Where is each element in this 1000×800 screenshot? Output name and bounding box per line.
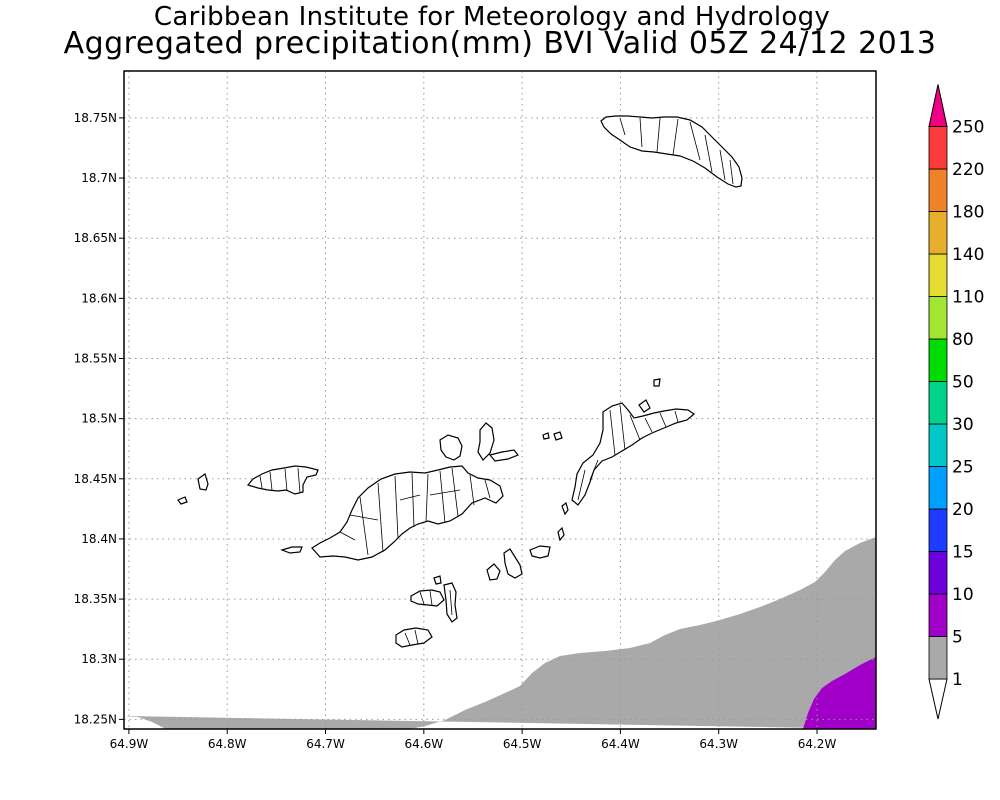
island-peter — [443, 582, 458, 623]
island-beef — [439, 434, 463, 461]
island-jost-van-dyke — [246, 465, 319, 495]
island-dog — [561, 501, 569, 516]
island-salt — [503, 548, 523, 579]
island-tortola — [311, 465, 504, 561]
colorbar-segment — [928, 168, 948, 212]
colorbar-segment — [928, 508, 948, 552]
precip-purple-area — [803, 657, 876, 729]
colorbar-segment — [928, 381, 948, 425]
island-guana — [477, 422, 495, 461]
colorbar-label: 30 — [952, 415, 974, 435]
title-line2: Aggregated precipitation(mm) BVI Valid 0… — [63, 26, 937, 61]
lat-axis: 18.75N 18.7N 18.65N 18.6N 18.55N 18.5N 18.45N 1… — [74, 111, 124, 726]
colorbar-segment — [928, 423, 948, 467]
colorbar-label: 10 — [952, 585, 974, 605]
island-great-camanoe-small — [542, 432, 550, 440]
colorbar-segment — [928, 466, 948, 510]
island-catchment-lines — [259, 117, 734, 646]
colorbar-segment — [928, 551, 948, 595]
plot-frame — [123, 70, 877, 730]
colorbar-label: 5 — [952, 628, 963, 648]
island-mosquito — [638, 399, 651, 413]
colorbar-segment — [928, 338, 948, 382]
lat-tick-label: 18.35N — [74, 592, 117, 606]
colorbar-label: 50 — [952, 373, 974, 393]
lon-tick-label: 64.5W — [503, 737, 542, 751]
lon-tick-label: 64.6W — [405, 737, 444, 751]
lon-tick-label: 64.2W — [798, 737, 837, 751]
lat-tick-label: 18.6N — [81, 291, 117, 305]
lon-tick-label: 64.9W — [110, 737, 149, 751]
island-little-thatch — [280, 546, 303, 554]
lat-tick-label: 18.75N — [74, 111, 117, 125]
lat-tick-label: 18.45N — [74, 472, 117, 486]
lat-tick-label: 18.4N — [81, 532, 117, 546]
colorbar-bottom-arrow — [928, 678, 948, 720]
colorbar-label: 250 — [952, 118, 984, 138]
island-norman — [410, 589, 445, 607]
lat-tick-label: 18.5N — [81, 412, 117, 426]
island-sandy-cay — [177, 496, 188, 505]
island-fallen-jerusalem — [557, 526, 565, 542]
island-camanoe — [488, 449, 519, 462]
island-virgin-gorda — [571, 402, 695, 506]
island-cooper — [486, 563, 501, 581]
lat-tick-label: 18.25N — [74, 712, 117, 726]
lon-tick-label: 64.4W — [601, 737, 640, 751]
title-line1: Caribbean Institute for Meteorology and … — [153, 2, 831, 32]
colorbar-label: 110 — [952, 288, 984, 308]
colorbar-segment — [928, 253, 948, 297]
lon-axis: 64.9W 64.8W 64.7W 64.6W 64.5W 64.4W 64.3W 64.2W — [110, 729, 837, 751]
islands — [177, 115, 743, 648]
island-anegada — [600, 115, 743, 188]
lat-tick-label: 18.55N — [74, 351, 117, 365]
island-ginger — [529, 545, 551, 559]
island-flanagan-small — [395, 627, 433, 648]
precip-gray-area — [124, 537, 876, 729]
colorbar-segment — [928, 636, 948, 680]
colorbar-label: 25 — [952, 458, 974, 478]
colorbar-label: 140 — [952, 245, 984, 265]
island-round-rock — [433, 575, 442, 585]
lon-tick-label: 64.3W — [699, 737, 738, 751]
colorbar-segment — [928, 593, 948, 637]
lat-tick-label: 18.3N — [81, 652, 117, 666]
colorbar-label: 1 — [952, 670, 963, 690]
lon-tick-label: 64.8W — [208, 737, 247, 751]
colorbar-top-arrow — [928, 84, 948, 127]
colorbar-label: 20 — [952, 500, 974, 520]
island-necker — [653, 378, 661, 387]
colorbar-label: 80 — [952, 330, 974, 350]
precip-field — [124, 537, 876, 729]
lon-tick-label: 64.7W — [306, 737, 345, 751]
colorbar-label: 15 — [952, 543, 974, 563]
colorbar-label: 220 — [952, 160, 984, 180]
colorbar-segment — [928, 126, 948, 170]
island-marina-cay — [553, 431, 563, 441]
colorbar-label: 180 — [952, 203, 984, 223]
lat-tick-label: 18.7N — [81, 171, 117, 185]
lat-tick-label: 18.65N — [74, 231, 117, 245]
colorbar-segment — [928, 296, 948, 340]
island-little-jost — [197, 473, 209, 491]
colorbar-segment — [928, 211, 948, 255]
